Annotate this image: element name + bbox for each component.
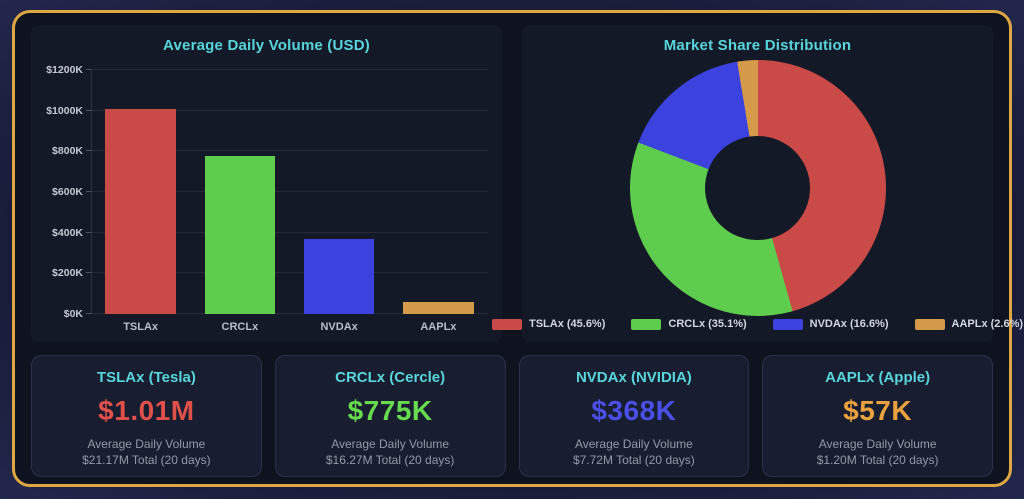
bar-nvdax[interactable]: [303, 239, 375, 314]
donut-legend: TSLAx (45.6%) CRCLx (35.1%) NVDAx (16.6%) A…: [491, 316, 1023, 342]
bar-plot-area: [86, 69, 488, 314]
bars-container: [91, 70, 488, 314]
y-tick-mark: [86, 272, 91, 274]
donut-chart-panel: Market Share Distribution TSLAx (45.6%) C…: [491, 25, 1023, 342]
donut-chart-title: Market Share Distribution: [663, 37, 852, 54]
stat-card-subtext: Average Daily Volume $7.72M Total (20 da…: [528, 436, 741, 468]
bar-aaplx[interactable]: [403, 302, 474, 314]
gridline: [91, 191, 488, 192]
stat-card-value: $775K: [347, 395, 433, 426]
legend-swatch: [914, 318, 945, 330]
stat-card-aaplx: AAPLx (Apple) $57K Average Daily Volume …: [762, 355, 993, 478]
y-tick-label: $400K: [52, 226, 83, 239]
gridline: [91, 109, 488, 111]
gridline: [91, 69, 488, 70]
stat-card-subtext: Average Daily Volume $16.27M Total (20 d…: [284, 436, 497, 468]
bar-column: [389, 70, 488, 314]
donut-chart[interactable]: [629, 60, 886, 316]
stat-card-subtext: Average Daily Volume $1.20M Total (20 da…: [771, 436, 984, 468]
bar-chart-panel: Average Daily Volume (USD) $0K $200K $400K…: [31, 25, 502, 342]
bar-chart-body: $0K $200K $400K $600K $800K $1000K $1200K: [31, 60, 502, 320]
stat-card-sub-line2: $16.27M Total (20 days): [325, 453, 455, 468]
stat-card-sub-line1: Average Daily Volume: [818, 437, 937, 451]
stat-card-crclx: CRCLx (Cercle) $775K Average Daily Volum…: [274, 355, 506, 478]
stat-cards-row: TSLAx (Tesla) $1.01M Average Daily Volum…: [31, 355, 993, 478]
stat-card-sub-line1: Average Daily Volume: [331, 437, 450, 451]
y-tick-mark: [86, 231, 91, 233]
gridline: [91, 150, 488, 152]
legend-label: AAPLx (2.6%): [951, 318, 1024, 330]
stat-card-sub-line2: $21.17M Total (20 days): [82, 453, 211, 468]
stat-card-value: $368K: [591, 395, 677, 426]
y-tick-mark: [86, 150, 91, 152]
donut-area: [522, 60, 993, 316]
x-label-tslax: TSLAx: [123, 321, 159, 333]
legend-label: NVDAx (16.6%): [809, 318, 889, 330]
y-tick-label: $200K: [52, 267, 83, 280]
y-tick-label: $800K: [52, 145, 83, 158]
legend-item-nvdax[interactable]: NVDAx (16.6%): [772, 318, 889, 330]
x-label-aaplx: AAPLx: [420, 321, 457, 333]
legend-label: TSLAx (45.6%): [528, 318, 606, 330]
legend-item-aaplx[interactable]: AAPLx (2.6%): [914, 318, 1024, 330]
dashboard-frame: Average Daily Volume (USD) $0K $200K $400K…: [12, 10, 1023, 487]
legend-swatch: [631, 318, 662, 330]
legend-swatch: [491, 318, 522, 330]
stat-card-title: CRCLx (Cercle): [335, 369, 446, 386]
donut-hole: [705, 135, 810, 241]
y-axis: $0K $200K $400K $600K $800K $1000K $1200K: [41, 64, 91, 320]
legend-item-crclx[interactable]: CRCLx (35.1%): [631, 318, 747, 330]
bar-tslax[interactable]: [105, 108, 176, 314]
stat-card-sub-line2: $1.20M Total (20 days): [816, 453, 939, 468]
stat-card-title: NVDAx (NVIDIA): [575, 369, 692, 386]
stat-card-sub-line2: $7.72M Total (20 days): [572, 453, 695, 468]
stat-card-nvdax: NVDAx (NVIDIA) $368K Average Daily Volum…: [518, 355, 750, 478]
gridline: [91, 313, 488, 314]
y-tick-mark: [86, 191, 91, 192]
y-tick-label: $600K: [52, 186, 83, 198]
charts-row: Average Daily Volume (USD) $0K $200K $400K…: [31, 25, 1023, 342]
y-tick-label: $0K: [63, 308, 83, 320]
stat-card-value: $1.01M: [98, 395, 195, 426]
y-tick-label: $1000K: [46, 104, 83, 117]
stat-card-sub-line1: Average Daily Volume: [574, 437, 693, 451]
stat-card-sub-line1: Average Daily Volume: [87, 437, 206, 451]
bar-crclx[interactable]: [204, 156, 276, 314]
legend-item-tslax[interactable]: TSLAx (45.6%): [491, 318, 606, 330]
x-label-nvdax: NVDAx: [320, 321, 358, 333]
x-axis: TSLAx CRCLx NVDAx AAPLx: [91, 316, 488, 342]
x-label-crclx: CRCLx: [221, 321, 259, 333]
bar-column: [290, 70, 389, 314]
gridline: [91, 231, 488, 233]
y-tick-label: $1200K: [46, 64, 83, 76]
y-tick-mark: [86, 109, 91, 111]
y-tick-mark: [86, 69, 91, 70]
stat-card-title: AAPLx (Apple): [825, 369, 931, 386]
bar-column: [91, 70, 190, 314]
stat-card-value: $57K: [843, 395, 913, 426]
stat-card-title: TSLAx (Tesla): [96, 369, 196, 386]
stat-card-tslax: TSLAx (Tesla) $1.01M Average Daily Volum…: [31, 355, 262, 478]
legend-swatch: [772, 318, 803, 330]
y-tick-mark: [86, 313, 91, 314]
bar-chart-title: Average Daily Volume (USD): [163, 37, 370, 54]
bar-column: [190, 70, 289, 314]
legend-label: CRCLx (35.1%): [668, 318, 747, 330]
gridline: [91, 272, 488, 274]
y-axis-line: [91, 70, 92, 314]
stat-card-subtext: Average Daily Volume $21.17M Total (20 d…: [40, 436, 253, 468]
